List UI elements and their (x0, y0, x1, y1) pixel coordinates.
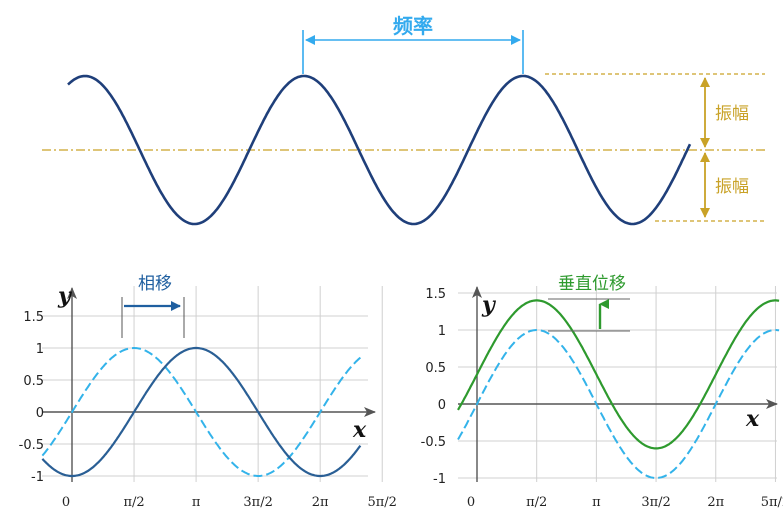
left-original-wave (41, 347, 362, 477)
y-tick-label: -1 (31, 470, 44, 485)
right-grid (458, 286, 777, 482)
x-tick-label: 2π (312, 495, 329, 510)
x-tick-label: 0 (62, 495, 70, 510)
left-shifted-wave (41, 346, 362, 478)
x-tick-label: π/2 (526, 495, 547, 510)
y-tick-label: 1.5 (23, 310, 44, 325)
amplitude-label-lower: 振幅 (715, 177, 749, 197)
top-wave-figure: 频率 振幅 振幅 (42, 14, 765, 226)
right-y-axis-label: y (481, 292, 497, 318)
y-tick-label: -0.5 (19, 438, 44, 453)
right-shifted-wave (457, 299, 780, 450)
y-tick-label: 0 (36, 406, 44, 421)
y-tick-label: -0.5 (421, 435, 446, 450)
x-tick-label: π/2 (123, 495, 144, 510)
y-tick-label: 1 (36, 342, 44, 357)
y-tick-label: 0 (438, 398, 446, 413)
vertical-shift-chart: 垂直位移 y x 1.5 1 0.5 0 -0.5 -1 0 π/2 π 3π/2 2π 5π/2 (421, 274, 783, 510)
x-tick-label: 0 (467, 495, 475, 510)
y-tick-label: 1 (438, 324, 446, 339)
x-tick-label: 3π/2 (641, 495, 670, 510)
left-grid (42, 286, 383, 482)
main-wave (67, 74, 692, 226)
y-tick-label: -1 (433, 472, 446, 487)
x-tick-label: π (592, 495, 601, 510)
right-original-wave (457, 329, 780, 479)
y-tick-label: 0.5 (23, 374, 44, 389)
x-tick-label: 5π/2 (367, 495, 396, 510)
right-x-axis-label: x (745, 406, 760, 432)
frequency-label: 频率 (393, 14, 433, 38)
y-tick-label: 0.5 (425, 361, 446, 376)
amplitude-label-upper: 振幅 (715, 104, 749, 124)
x-tick-label: 5π/2 (761, 495, 783, 510)
x-tick-label: 2π (707, 495, 724, 510)
phase-shift-chart: 相移 y x 1.5 1 0.5 0 -0.5 -1 0 π/2 π 3π/2 2π 5π/2 (19, 274, 397, 510)
left-y-axis-label: y (57, 283, 73, 309)
x-tick-label: 3π/2 (243, 495, 272, 510)
left-x-axis-label: x (352, 417, 367, 443)
phase-shift-title: 相移 (138, 274, 172, 294)
x-tick-label: π (192, 495, 201, 510)
y-tick-label: 1.5 (425, 287, 446, 302)
vertical-shift-title: 垂直位移 (558, 274, 626, 294)
